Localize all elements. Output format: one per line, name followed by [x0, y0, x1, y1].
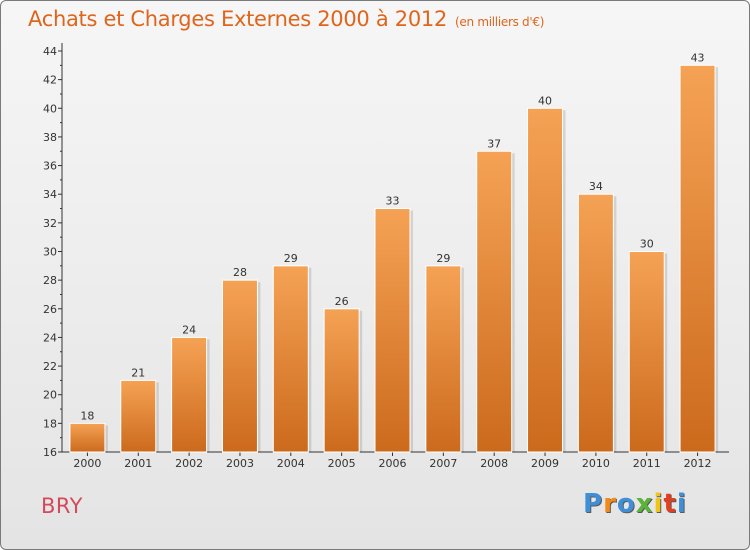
y-tick-label: 24: [43, 331, 57, 344]
y-tick-label: 20: [43, 389, 57, 402]
x-tick-label: 2004: [277, 457, 305, 470]
bar-2000: [69, 422, 106, 453]
x-tick-label: 2012: [684, 457, 712, 470]
bar-2009: [527, 107, 564, 453]
y-tick-label: 42: [43, 74, 57, 87]
bar-2010: [577, 193, 614, 453]
y-tick-label: 22: [43, 360, 57, 373]
x-tick-label: 2002: [175, 457, 203, 470]
bar-value-label: 43: [691, 51, 705, 64]
bar-2011: [628, 251, 665, 453]
y-tick-label: 34: [43, 188, 57, 201]
y-tick-label: 32: [43, 217, 57, 230]
bar-2007: [425, 265, 462, 453]
y-tick-label: 30: [43, 246, 57, 259]
bar-value-label: 26: [335, 295, 349, 308]
y-tick-label: 18: [43, 417, 57, 430]
chart-subtitle: (en milliers d'€): [455, 15, 545, 29]
bar-value-label: 34: [589, 180, 603, 193]
bar-value-label: 29: [436, 252, 450, 265]
x-tick-label: 2001: [124, 457, 152, 470]
y-tick-label: 28: [43, 274, 57, 287]
bar-value-label: 24: [182, 323, 196, 336]
bar-2004: [272, 265, 309, 453]
y-tick-label: 16: [43, 446, 57, 459]
x-tick-label: 2007: [429, 457, 457, 470]
x-tick-label: 2009: [531, 457, 559, 470]
bar-2008: [476, 150, 513, 453]
y-tick-label: 26: [43, 303, 57, 316]
x-tick-label: 2005: [328, 457, 356, 470]
y-tick-label: 40: [43, 102, 57, 115]
y-tick-label: 38: [43, 131, 57, 144]
y-tick-label: 36: [43, 160, 57, 173]
x-tick-label: 2008: [480, 457, 508, 470]
bar-value-label: 29: [284, 252, 298, 265]
x-tick-label: 2003: [226, 457, 254, 470]
bar-value-label: 33: [386, 195, 400, 208]
x-tick-label: 2000: [73, 457, 101, 470]
bar-value-label: 30: [640, 238, 654, 251]
place-name: BRY: [41, 494, 83, 518]
bar-value-label: 18: [80, 409, 94, 422]
bar-value-label: 21: [131, 366, 145, 379]
bar-2003: [221, 279, 258, 453]
y-tick-label: 44: [43, 45, 57, 58]
bar-value-label: 28: [233, 266, 247, 279]
chart-title: Achats et Charges Externes 2000 à 2012 (e…: [28, 7, 544, 31]
x-tick-label: 2011: [633, 457, 661, 470]
chart-title-text: Achats et Charges Externes 2000 à 2012: [28, 7, 448, 31]
bar-2006: [374, 208, 411, 453]
bar-2002: [171, 336, 208, 453]
bar-value-label: 37: [487, 137, 501, 150]
bar-2001: [120, 379, 157, 453]
x-tick-label: 2010: [582, 457, 610, 470]
proxiti-logo: Proxiti: [583, 489, 687, 519]
bar-2012: [679, 64, 716, 453]
x-tick-label: 2006: [379, 457, 407, 470]
bar-value-label: 40: [538, 94, 552, 107]
bar-2005: [323, 308, 360, 453]
